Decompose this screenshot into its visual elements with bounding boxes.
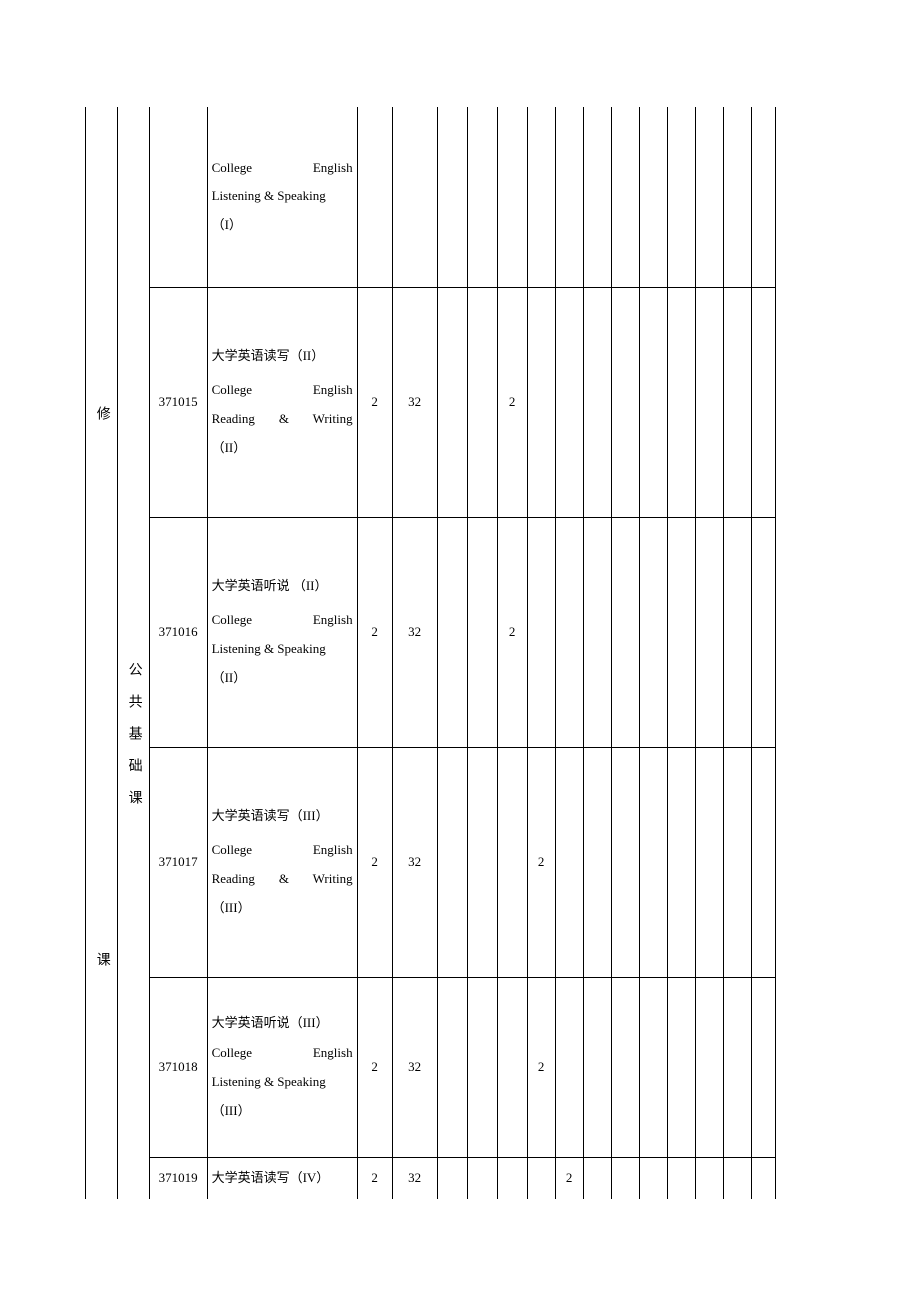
semester-cell: 2 (527, 977, 555, 1157)
semester-cell: 2 (555, 1157, 583, 1199)
curriculum-table: 修 College English Listening & Speaking （… (85, 107, 776, 1199)
course-name: 大学英语读写（III） College English Reading & Wr… (207, 747, 357, 977)
hours-cell: 32 (392, 287, 437, 517)
table-row: 修 College English Listening & Speaking （… (86, 107, 776, 287)
hours-cell: 32 (392, 747, 437, 977)
course-name: 大学英语听说 （II） College English Listening & … (207, 517, 357, 747)
credit-cell: 2 (357, 747, 392, 977)
credit-cell: 2 (357, 1157, 392, 1199)
course-name: 大学英语读写（II） College English Reading & Wri… (207, 287, 357, 517)
table-row: 371018 大学英语听说（III） College English Liste… (86, 977, 776, 1157)
category-col1: 修 (86, 107, 118, 747)
hours-cell: 32 (392, 517, 437, 747)
credit-cell (357, 107, 392, 287)
hours-cell: 32 (392, 977, 437, 1157)
table-row: 371015 大学英语读写（II） College English Readin… (86, 287, 776, 517)
hours-cell: 32 (392, 1157, 437, 1199)
credit-cell: 2 (357, 517, 392, 747)
course-code: 371015 (149, 287, 207, 517)
course-name: 大学英语读写（IV） (207, 1157, 357, 1199)
col2-label: 公共基础课 (118, 662, 149, 822)
table-row: 课 371017 大学英语读写（III） College English Rea… (86, 747, 776, 977)
category-col2: 公共基础课 (117, 517, 149, 977)
semester-cell: 2 (497, 517, 527, 747)
hours-cell (392, 107, 437, 287)
course-code: 371019 (149, 1157, 207, 1199)
credit-cell: 2 (357, 977, 392, 1157)
course-code: 371018 (149, 977, 207, 1157)
credit-cell: 2 (357, 287, 392, 517)
col1-top-label: 修 (86, 406, 117, 438)
category-col2-upper (117, 107, 149, 517)
course-name: College English Listening & Speaking （I） (207, 107, 357, 287)
semester-cell: 2 (497, 287, 527, 517)
course-code (149, 107, 207, 287)
category-col1-lower: 课 (86, 747, 118, 1199)
course-name: 大学英语听说（III） College English Listening & … (207, 977, 357, 1157)
category-col2-lower (117, 977, 149, 1199)
semester-cell: 2 (527, 747, 555, 977)
col1-bottom-label: 课 (86, 952, 117, 984)
table-row: 371019 大学英语读写（IV） 2 32 2 (86, 1157, 776, 1199)
table-row: 公共基础课 371016 大学英语听说 （II） College English… (86, 517, 776, 747)
course-code: 371016 (149, 517, 207, 747)
course-code: 371017 (149, 747, 207, 977)
